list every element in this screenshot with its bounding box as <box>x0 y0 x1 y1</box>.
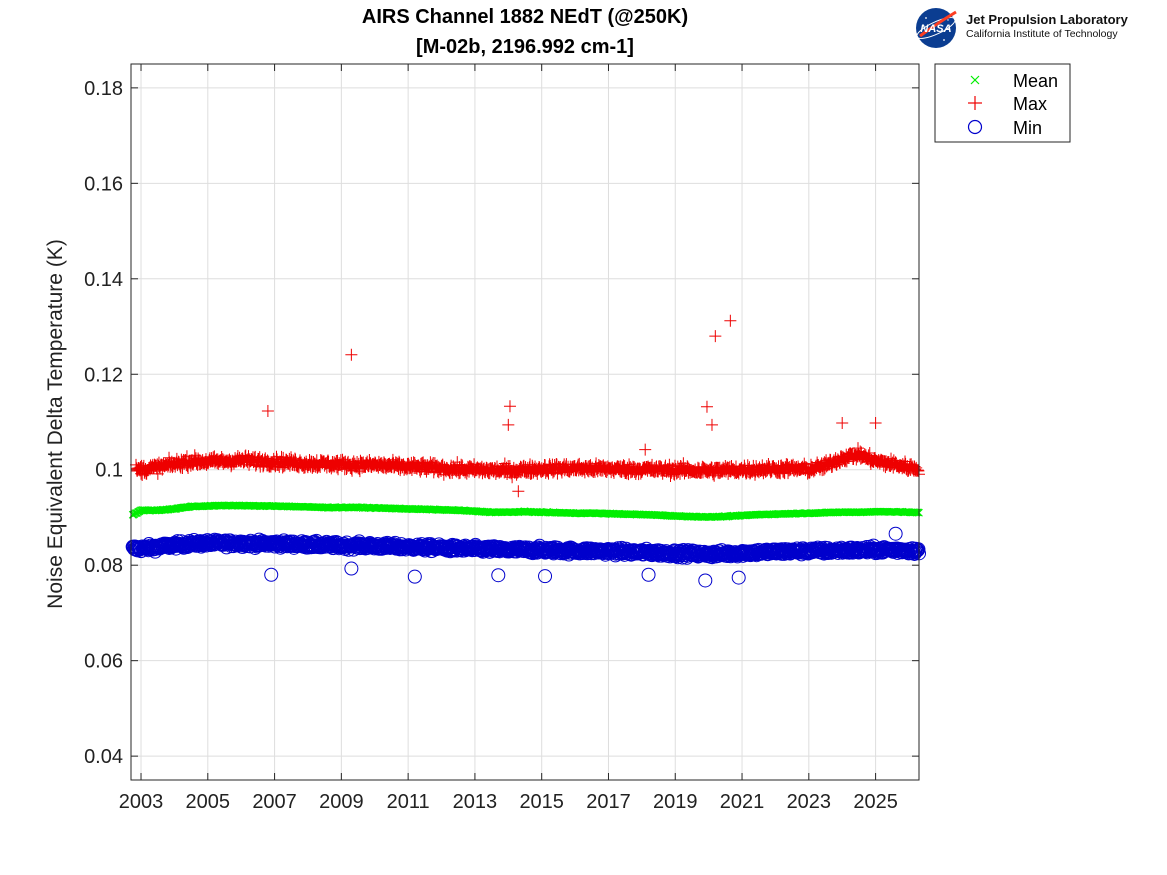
x-tick-label: 2019 <box>653 791 698 813</box>
max-marker <box>460 467 473 480</box>
max-marker <box>863 446 876 459</box>
legend-max-plus-icon <box>968 96 982 110</box>
min-marker <box>538 569 553 584</box>
legend-box <box>934 63 1071 143</box>
max-marker <box>869 416 882 429</box>
nasa-meatball-icon: NASA <box>916 8 957 48</box>
x-axis-ticks: 2003 2005 2007 2009 2011 2013 2015 2017 2019 2021… <box>119 64 898 813</box>
max-marker <box>705 418 718 431</box>
min-marker <box>911 542 926 557</box>
max-marker <box>502 418 515 431</box>
x-tick-label: 2011 <box>387 791 430 813</box>
y-axis-label: Noise Equivalent Delta Temperature (K) <box>44 239 67 609</box>
jpl-subtitle: California Institute of Technology <box>966 28 1118 40</box>
legend-label-max: Max <box>1013 94 1047 114</box>
min-marker <box>491 568 506 583</box>
x-tick-label: 2013 <box>453 791 498 813</box>
max-marker <box>512 485 525 498</box>
max-marker <box>700 400 713 413</box>
x-tick-label: 2015 <box>519 791 564 813</box>
min-marker <box>698 573 713 588</box>
x-tick-label: 2023 <box>787 791 832 813</box>
y-tick-label: 0.16 <box>84 173 123 195</box>
chart-subtitle: [M-02b, 2196.992 cm-1] <box>416 36 634 58</box>
plot-area-frame <box>130 63 920 781</box>
series-min-markers <box>125 526 926 588</box>
nasa-badge-text: NASA <box>920 23 951 35</box>
y-tick-label: 0.04 <box>84 746 123 768</box>
x-tick-label: 2009 <box>319 791 364 813</box>
min-marker <box>264 567 279 582</box>
max-marker <box>910 461 923 474</box>
grid-lines <box>131 64 919 780</box>
min-marker <box>344 561 359 576</box>
x-tick-label: 2005 <box>186 791 231 813</box>
max-marker <box>912 464 925 477</box>
x-tick-label: 2021 <box>720 791 765 813</box>
y-tick-label: 0.14 <box>84 269 123 291</box>
x-tick-label: 2017 <box>586 791 631 813</box>
jpl-name: Jet Propulsion Laboratory <box>966 12 1128 27</box>
max-marker <box>724 314 737 327</box>
max-marker <box>503 400 516 413</box>
chart-title: AIRS Channel 1882 NEdT (@250K) <box>362 6 688 28</box>
series-mean-markers <box>128 501 923 522</box>
min-marker <box>888 526 903 541</box>
max-marker <box>345 348 358 361</box>
y-tick-label: 0.1 <box>95 460 123 482</box>
series-max-markers <box>130 314 925 498</box>
max-marker <box>261 405 274 418</box>
y-tick-label: 0.12 <box>84 364 123 386</box>
max-marker <box>707 468 720 481</box>
max-marker <box>709 330 722 343</box>
legend-label-mean: Mean <box>1013 71 1058 91</box>
legend-mean-x-icon <box>970 75 980 85</box>
legend-min-circle-icon <box>967 119 983 135</box>
x-tick-label: 2007 <box>252 791 297 813</box>
max-marker <box>836 416 849 429</box>
y-tick-label: 0.08 <box>84 555 123 577</box>
max-marker <box>899 455 912 468</box>
legend-label-min: Min <box>1013 118 1042 138</box>
mean-marker <box>913 508 922 517</box>
jpl-logo: NASA Jet Propulsion Laboratory Californi… <box>912 4 1162 50</box>
min-marker <box>731 570 746 585</box>
legend: Mean Max Min <box>934 63 1071 143</box>
min-marker <box>641 567 656 582</box>
max-marker <box>639 443 652 456</box>
y-tick-label: 0.06 <box>84 651 123 673</box>
x-tick-label: 2025 <box>853 791 898 813</box>
x-tick-label: 2003 <box>119 791 164 813</box>
y-tick-label: 0.18 <box>84 78 123 100</box>
min-marker <box>407 569 422 584</box>
y-axis-ticks: 0.04 0.06 0.08 0.1 0.12 0.14 0.16 0.18 <box>84 78 919 768</box>
